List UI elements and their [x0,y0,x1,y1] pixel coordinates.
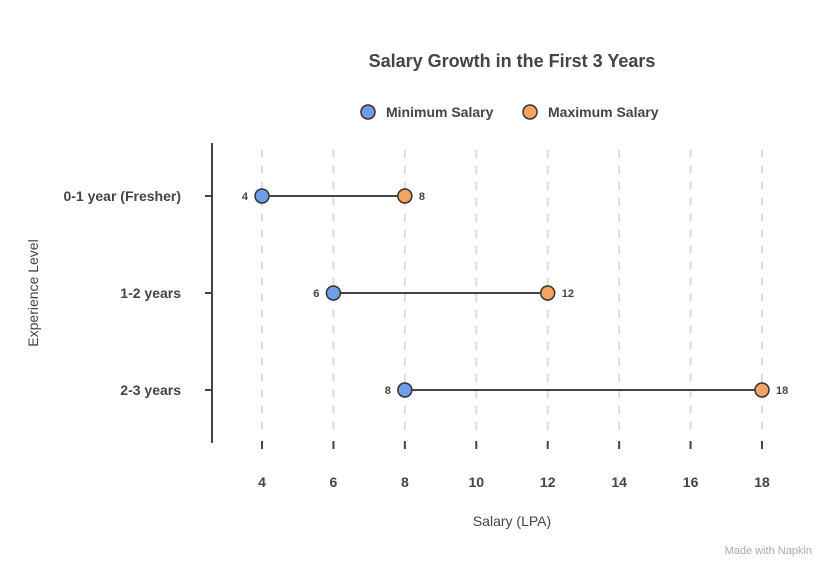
x-tick-label: 16 [683,474,699,490]
max-salary-point [539,285,556,301]
max-salary-point [397,188,413,204]
max-salary-label: 18 [776,385,788,397]
legend-label-maximum: Maximum Salary [548,104,659,120]
max-salary-point [754,382,770,398]
min-salary-point [397,382,413,398]
max-salary-label: 12 [562,288,574,300]
y-axis: 0-1 year (Fresher) 1-2 years 2-3 years [63,188,212,398]
x-tick-label: 6 [330,474,338,490]
legend: Minimum Salary Maximum Salary [360,104,659,120]
y-tick-label: 2-3 years [120,382,181,398]
min-salary-label: 4 [242,191,249,203]
x-tick-label: 18 [754,474,770,490]
min-salary-point [254,188,270,204]
x-tick-label: 14 [611,474,627,490]
x-axis: 4 6 8 10 12 14 16 18 [258,441,770,490]
y-tick-label: 1-2 years [120,285,181,301]
max-salary-label: 8 [419,191,425,203]
x-axis-label: Salary (LPA) [473,513,551,529]
y-axis-label: Experience Level [25,239,41,346]
x-tick-label: 8 [401,474,409,490]
min-salary-point [325,285,342,301]
data-marks: 4 8 6 12 8 18 [242,188,788,398]
x-tick-label: 4 [258,474,266,490]
watermark: Made with Napkin [725,545,812,557]
x-tick-label: 12 [540,474,556,490]
chart-title: Salary Growth in the First 3 Years [369,51,656,71]
x-tick-label: 10 [468,474,484,490]
min-salary-label: 8 [385,385,391,397]
min-salary-label: 6 [313,288,319,300]
legend-marker-maximum [522,104,538,120]
legend-marker-minimum [360,104,376,120]
y-tick-label: 0-1 year (Fresher) [63,188,181,204]
legend-label-minimum: Minimum Salary [386,104,494,120]
